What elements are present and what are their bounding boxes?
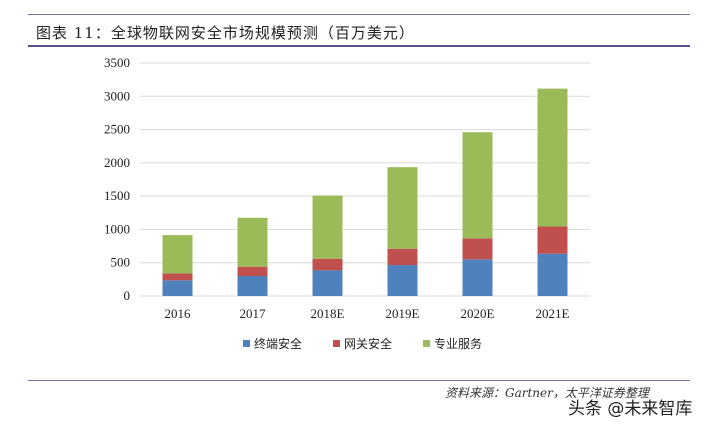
top-rule bbox=[28, 14, 690, 15]
y-tick-label: 1500 bbox=[104, 188, 130, 203]
y-tick-label: 0 bbox=[124, 288, 131, 303]
legend-swatch bbox=[333, 340, 340, 347]
x-tick-label: 2019E bbox=[386, 306, 420, 321]
bar-segment bbox=[387, 248, 418, 266]
bar-segment bbox=[237, 217, 268, 267]
bar-segment bbox=[462, 259, 493, 296]
y-tick-label: 500 bbox=[111, 255, 131, 270]
bar-segment bbox=[162, 280, 193, 296]
title-rule bbox=[28, 45, 690, 47]
bar-segment bbox=[237, 276, 268, 296]
x-tick-label: 2016 bbox=[165, 306, 192, 321]
bottom-rule bbox=[28, 380, 690, 381]
bar-segment bbox=[237, 266, 268, 277]
bar-segment bbox=[162, 273, 193, 281]
bar-segment bbox=[537, 253, 568, 296]
x-tick-label: 2018E bbox=[311, 306, 345, 321]
watermark: 头条 @未来智库 bbox=[568, 399, 693, 419]
source-note: 资料来源：Gartner，太平洋证券整理 bbox=[445, 386, 649, 400]
bar-segment bbox=[537, 226, 568, 254]
x-tick-label: 2020E bbox=[461, 306, 495, 321]
figure-title: 图表 11：全球物联网安全市场规模预测（百万美元） bbox=[36, 24, 415, 42]
bar-segment bbox=[312, 258, 343, 271]
legend-swatch bbox=[243, 340, 250, 347]
legend-label: 终端安全 bbox=[254, 336, 302, 351]
bar-segment bbox=[537, 88, 568, 227]
bar-segment bbox=[387, 167, 418, 249]
bar-segment bbox=[312, 270, 343, 296]
bar-segment bbox=[162, 235, 193, 274]
bar-segment bbox=[462, 132, 493, 239]
y-tick-label: 2500 bbox=[104, 122, 130, 137]
x-tick-label: 2017 bbox=[240, 306, 267, 321]
x-tick-label: 2021E bbox=[536, 306, 570, 321]
bar-segment bbox=[312, 195, 343, 259]
y-tick-label: 1000 bbox=[104, 221, 130, 236]
y-tick-label: 3500 bbox=[104, 55, 130, 70]
bar-segment bbox=[462, 238, 493, 260]
stacked-bar-chart: 0 500 1000 1500 2000 2500 3000 3500 2016 2017 2018… bbox=[104, 55, 590, 351]
y-tick-label: 2000 bbox=[104, 155, 130, 170]
legend-label: 网关安全 bbox=[344, 336, 392, 351]
bar-segment bbox=[387, 265, 418, 296]
legend-swatch bbox=[423, 340, 430, 347]
y-tick-label: 3000 bbox=[104, 88, 130, 103]
legend-label: 专业服务 bbox=[434, 336, 482, 351]
